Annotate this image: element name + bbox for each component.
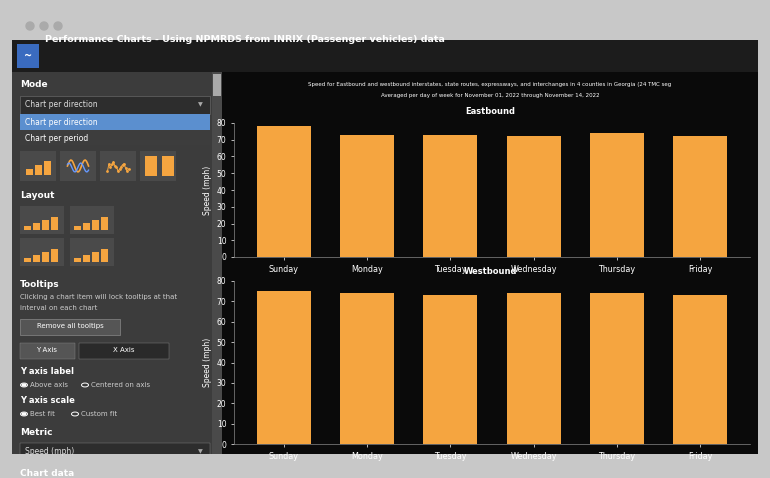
Text: Performance Charts - Using NPMRDS from INRIX (Passenger vehicles) data: Performance Charts - Using NPMRDS from I… [45, 34, 445, 43]
Text: Eastbound: Eastbound [465, 107, 515, 116]
FancyBboxPatch shape [213, 74, 221, 96]
Text: interval on each chart: interval on each chart [20, 305, 97, 311]
FancyBboxPatch shape [24, 226, 31, 230]
Bar [340, 293, 394, 444]
FancyBboxPatch shape [60, 151, 96, 181]
Bar [673, 136, 727, 257]
Text: Centered on axis: Centered on axis [91, 382, 150, 388]
FancyBboxPatch shape [26, 169, 33, 175]
FancyBboxPatch shape [70, 238, 114, 266]
Text: Speed (mph): Speed (mph) [25, 447, 74, 456]
FancyBboxPatch shape [44, 161, 51, 175]
Text: Metric: Metric [20, 428, 52, 437]
FancyBboxPatch shape [92, 220, 99, 230]
FancyBboxPatch shape [92, 252, 99, 262]
Bar [424, 295, 477, 444]
Text: Chart per direction: Chart per direction [25, 118, 98, 127]
FancyBboxPatch shape [74, 226, 81, 230]
FancyBboxPatch shape [140, 151, 176, 181]
Text: ▼: ▼ [198, 102, 203, 107]
FancyBboxPatch shape [20, 206, 64, 234]
FancyBboxPatch shape [70, 206, 114, 234]
FancyBboxPatch shape [20, 151, 56, 181]
Text: Chart per direction: Chart per direction [25, 100, 98, 109]
Circle shape [40, 22, 48, 30]
FancyBboxPatch shape [12, 72, 222, 454]
Text: Custom fit: Custom fit [81, 411, 117, 417]
Circle shape [22, 384, 26, 386]
FancyBboxPatch shape [33, 223, 40, 230]
Text: Layout: Layout [20, 191, 55, 200]
FancyBboxPatch shape [20, 96, 210, 114]
Text: Speed for Eastbound and westbound interstates, state routes, expressways, and in: Speed for Eastbound and westbound inters… [308, 82, 671, 87]
Bar [257, 126, 311, 257]
FancyBboxPatch shape [42, 220, 49, 230]
FancyBboxPatch shape [20, 114, 210, 130]
FancyBboxPatch shape [24, 258, 31, 262]
Text: Above axis: Above axis [30, 382, 68, 388]
Text: Clicking a chart item will lock tooltips at that: Clicking a chart item will lock tooltips… [20, 294, 177, 300]
Bar [673, 295, 727, 444]
Text: ~: ~ [24, 51, 32, 61]
FancyBboxPatch shape [20, 319, 120, 335]
Text: ▼: ▼ [198, 449, 203, 454]
Text: Tooltips: Tooltips [20, 280, 59, 289]
FancyBboxPatch shape [51, 217, 58, 230]
FancyBboxPatch shape [20, 343, 75, 359]
Circle shape [54, 22, 62, 30]
Bar [257, 291, 311, 444]
FancyBboxPatch shape [101, 249, 108, 262]
Text: Y axis scale: Y axis scale [20, 396, 75, 405]
Text: Remove all tooltips: Remove all tooltips [37, 323, 103, 329]
Text: Chart data: Chart data [20, 469, 74, 478]
FancyBboxPatch shape [145, 156, 157, 176]
Text: X Axis: X Axis [113, 347, 135, 353]
FancyBboxPatch shape [100, 151, 136, 181]
FancyBboxPatch shape [33, 255, 40, 262]
Text: Westbound: Westbound [464, 267, 517, 276]
FancyBboxPatch shape [20, 443, 210, 461]
Circle shape [22, 413, 26, 415]
Circle shape [26, 22, 34, 30]
FancyBboxPatch shape [35, 165, 42, 175]
Bar [424, 135, 477, 257]
FancyBboxPatch shape [12, 40, 758, 72]
FancyBboxPatch shape [101, 217, 108, 230]
Bar [590, 293, 644, 444]
Text: Mode: Mode [20, 80, 48, 89]
FancyBboxPatch shape [20, 238, 64, 266]
FancyBboxPatch shape [83, 223, 90, 230]
Text: Y Axis: Y Axis [36, 347, 58, 353]
Y-axis label: Speed (mph): Speed (mph) [203, 165, 213, 215]
Text: Chart per period: Chart per period [25, 134, 89, 143]
Text: Y axis label: Y axis label [20, 367, 74, 376]
Bar [507, 136, 561, 257]
FancyBboxPatch shape [20, 130, 210, 145]
FancyBboxPatch shape [42, 252, 49, 262]
FancyBboxPatch shape [51, 249, 58, 262]
Bar [590, 133, 644, 257]
FancyBboxPatch shape [79, 343, 169, 359]
Text: Averaged per day of week for November 01, 2022 through November 14, 2022: Averaged per day of week for November 01… [380, 93, 599, 98]
Bar [507, 293, 561, 444]
FancyBboxPatch shape [83, 255, 90, 262]
FancyBboxPatch shape [222, 72, 758, 454]
FancyBboxPatch shape [17, 44, 39, 68]
Text: Best fit: Best fit [30, 411, 55, 417]
Bar [340, 135, 394, 257]
FancyBboxPatch shape [162, 156, 174, 176]
Y-axis label: Speed (mph): Speed (mph) [203, 338, 213, 387]
FancyBboxPatch shape [212, 72, 222, 454]
FancyBboxPatch shape [74, 258, 81, 262]
